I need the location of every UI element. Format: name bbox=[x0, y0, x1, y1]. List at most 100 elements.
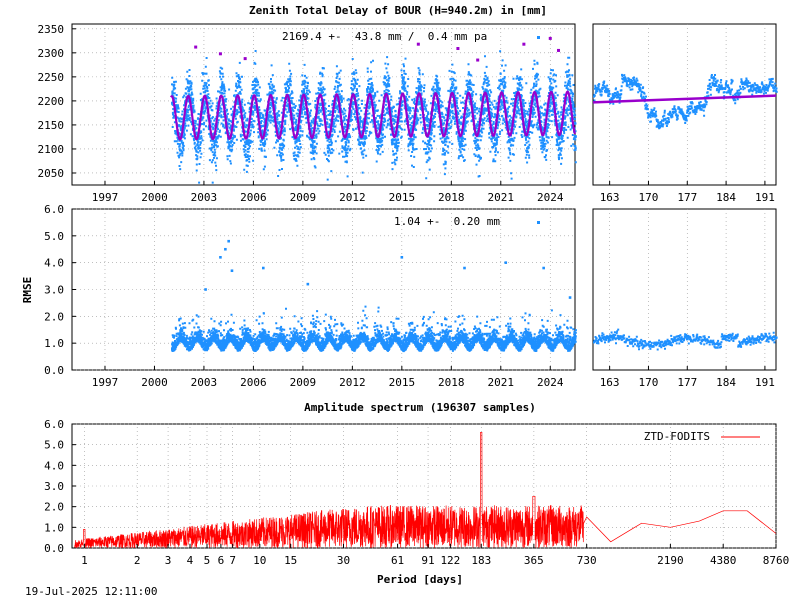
ztd-recent-x-tick-label: 191 bbox=[755, 191, 775, 204]
rmse-recent-x-tick-label: 184 bbox=[716, 376, 736, 389]
spectrum-x-tick-label: 7 bbox=[229, 554, 236, 567]
ztd-recent-x-tick-label: 170 bbox=[639, 191, 659, 204]
rmse-outlier-point bbox=[400, 256, 404, 259]
ztd-outlier-point bbox=[456, 47, 460, 51]
rmse-outlier-point bbox=[568, 296, 572, 299]
ztd-stats-legend-marker bbox=[537, 36, 540, 39]
ztd-x-tick-label: 2006 bbox=[240, 191, 267, 204]
rmse-recent-x-tick-label: 191 bbox=[755, 376, 775, 389]
ztd-x-tick-label: 2024 bbox=[537, 191, 564, 204]
rmse-recent-x-tick-label: 170 bbox=[639, 376, 659, 389]
data-layer bbox=[74, 36, 778, 549]
ztd-outlier-point bbox=[548, 36, 552, 40]
spectrum-x-tick-label: 15 bbox=[284, 554, 297, 567]
ztd-y-tick-label: 2200 bbox=[38, 95, 65, 108]
ztd-model-curve bbox=[170, 90, 577, 141]
rmse-outlier-point bbox=[224, 247, 227, 251]
rmse-y-tick-label: 6.0 bbox=[44, 203, 64, 216]
rmse-y-tick-label: 0.0 bbox=[44, 364, 64, 377]
spectrum-y-tick-label: 4.0 bbox=[44, 459, 64, 472]
spectrum-x-tick-label: 4380 bbox=[710, 554, 737, 567]
spectrum-y-tick-label: 6.0 bbox=[44, 418, 64, 431]
spectrum-x-tick-label: 365 bbox=[524, 554, 544, 567]
rmse-outlier-point bbox=[542, 266, 545, 270]
ztd-x-tick-label: 2018 bbox=[438, 191, 465, 204]
rmse-stats-annotation: 1.04 +- 0.20 mm bbox=[394, 215, 500, 228]
rmse-outlier-point bbox=[306, 282, 310, 286]
rmse-x-tick-label: 1997 bbox=[92, 376, 119, 389]
spectrum-x-tick-label: 6 bbox=[218, 554, 225, 567]
ztd-recent-x-tick-label: 177 bbox=[677, 191, 697, 204]
rmse-outlier-point bbox=[219, 256, 222, 259]
rmse-y-tick-label: 4.0 bbox=[44, 257, 64, 270]
ztd-outlier-point bbox=[416, 42, 420, 46]
ztd-y-tick-label: 2150 bbox=[38, 119, 65, 132]
spectrum-x-tick-label: 3 bbox=[165, 554, 172, 567]
ztd-plot-frame bbox=[71, 23, 576, 186]
ztd-x-tick-label: 1997 bbox=[92, 191, 119, 204]
ztd-x-tick-label: 2003 bbox=[191, 191, 218, 204]
ztd-stats-annotation: 2169.4 +- 43.8 mm / 0.4 mm pa bbox=[282, 30, 487, 43]
ztd-recent-trend-line bbox=[592, 94, 777, 104]
spectrum-x-tick-label: 2190 bbox=[657, 554, 684, 567]
ztd-outlier-point bbox=[557, 48, 561, 52]
rmse-x-tick-label: 2015 bbox=[389, 376, 416, 389]
rmse-y-tick-label: 2.0 bbox=[44, 310, 64, 323]
rmse-x-tick-label: 2012 bbox=[339, 376, 366, 389]
ztd-x-tick-label: 2021 bbox=[488, 191, 515, 204]
rmse-outlier-point bbox=[227, 239, 230, 243]
ztd-x-tick-label: 2000 bbox=[141, 191, 168, 204]
rmse-x-tick-label: 2006 bbox=[240, 376, 267, 389]
rmse-x-tick-label: 2021 bbox=[488, 376, 515, 389]
timestamp: 19-Jul-2025 12:11:00 bbox=[25, 585, 157, 598]
spectrum-x-tick-label: 2 bbox=[134, 554, 141, 567]
spectrum-x-tick-label: 61 bbox=[391, 554, 404, 567]
rmse-y-axis-label: RMSE bbox=[21, 277, 34, 304]
spectrum-x-tick-label: 5 bbox=[204, 554, 211, 567]
chart-title: Zenith Total Delay of BOUR (H=940.2m) in… bbox=[249, 4, 547, 17]
ztd-y-tick-label: 2350 bbox=[38, 23, 65, 36]
rmse-x-tick-label: 2024 bbox=[537, 376, 564, 389]
rmse-outlier-point bbox=[463, 266, 466, 270]
rmse-x-tick-label: 2003 bbox=[191, 376, 218, 389]
ztd-recent-x-tick-label: 163 bbox=[600, 191, 620, 204]
spectrum-y-tick-label: 5.0 bbox=[44, 439, 64, 452]
rmse-data-points bbox=[171, 305, 577, 353]
ztd-y-tick-label: 2100 bbox=[38, 143, 65, 156]
rmse-recent-frame bbox=[592, 208, 777, 371]
rmse-stats-legend-marker bbox=[537, 221, 540, 224]
ztd-y-tick-label: 2300 bbox=[38, 47, 65, 60]
spectrum-x-tick-label: 183 bbox=[471, 554, 491, 567]
spectrum-x-tick-label: 10 bbox=[253, 554, 266, 567]
ztd-x-tick-label: 2012 bbox=[339, 191, 366, 204]
ztd-y-tick-label: 2050 bbox=[38, 167, 65, 180]
spectrum-x-tick-label: 730 bbox=[577, 554, 597, 567]
rmse-recent-data-points bbox=[593, 328, 778, 351]
ztd-outlier-point bbox=[218, 52, 222, 56]
axes-layer: 2050 2100 2150 2200 2250 2300 2350 1997 2000 2003… bbox=[38, 23, 790, 567]
rmse-y-tick-label: 3.0 bbox=[44, 284, 64, 297]
spectrum-y-tick-label: 2.0 bbox=[44, 501, 64, 514]
spectrum-line bbox=[74, 431, 777, 549]
rmse-x-tick-label: 2018 bbox=[438, 376, 465, 389]
spectrum-x-tick-label: 122 bbox=[440, 554, 460, 567]
ztd-y-tick-label: 2250 bbox=[38, 71, 65, 84]
rmse-y-tick-label: 5.0 bbox=[44, 230, 64, 243]
ztd-recent-frame bbox=[592, 23, 777, 186]
ztd-recent-data-points bbox=[593, 73, 778, 130]
rmse-outlier-point bbox=[230, 269, 234, 273]
spectrum-y-tick-label: 3.0 bbox=[44, 480, 64, 493]
ztd-outlier-point bbox=[194, 45, 198, 49]
spectrum-x-tick-label: 91 bbox=[421, 554, 434, 567]
rmse-x-tick-label: 2000 bbox=[141, 376, 168, 389]
rmse-y-tick-label: 1.0 bbox=[44, 337, 64, 350]
spectrum-y-tick-label: 0.0 bbox=[44, 542, 64, 555]
ztd-recent-x-tick-label: 184 bbox=[716, 191, 736, 204]
ztd-x-tick-label: 2009 bbox=[290, 191, 317, 204]
spectrum-x-tick-label: 1 bbox=[81, 554, 88, 567]
spectrum-x-tick-label: 30 bbox=[337, 554, 350, 567]
ztd-outlier-point bbox=[243, 57, 247, 61]
rmse-recent-x-tick-label: 177 bbox=[677, 376, 697, 389]
rmse-recent-x-tick-label: 163 bbox=[600, 376, 620, 389]
